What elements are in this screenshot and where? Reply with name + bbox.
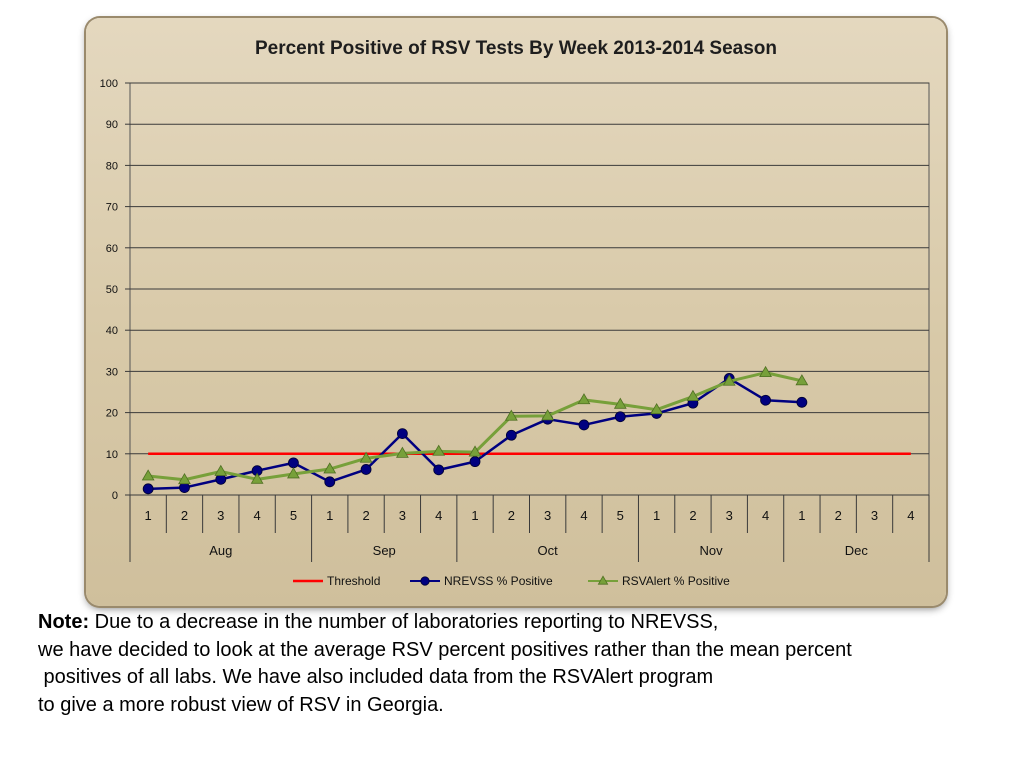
x-tick-label: 4 <box>253 508 260 523</box>
rsvalert-point <box>395 446 409 458</box>
rsvalert-point <box>250 472 264 484</box>
y-tick-label: 10 <box>106 449 118 461</box>
y-tick-label: 70 <box>106 202 118 214</box>
chart: Percent Positive of RSV Tests By Week 20… <box>100 38 930 588</box>
rsvalert-point <box>686 389 700 401</box>
rsvalert-point <box>504 409 518 421</box>
x-tick-label: 3 <box>399 508 406 523</box>
y-tick-label: 100 <box>100 78 118 90</box>
note-line-3: positives of all labs. We have also incl… <box>38 666 714 688</box>
x-tick-label: 5 <box>290 508 297 523</box>
nrevss-point <box>578 419 590 431</box>
note-line-4: to give a more robust view of RSV in Geo… <box>38 693 444 716</box>
x-tick-label: 4 <box>907 508 914 523</box>
month-label: Oct <box>538 543 559 558</box>
rsvalert-point <box>722 374 736 386</box>
x-tick-label: 2 <box>362 508 369 523</box>
rsvalert-point <box>214 464 228 476</box>
rsvalert-point <box>577 393 591 405</box>
month-label: Aug <box>209 543 232 558</box>
nrevss-point <box>614 411 626 423</box>
rsvalert-point <box>359 451 373 463</box>
legend-label: NREVSS % Positive <box>444 574 553 588</box>
y-tick-label: 60 <box>106 243 118 255</box>
month-label: Nov <box>700 543 724 558</box>
month-label: Dec <box>845 543 869 558</box>
y-tick-label: 50 <box>106 284 118 296</box>
x-tick-label: 3 <box>726 508 733 523</box>
rsvalert-point <box>759 365 772 377</box>
y-tick-label: 30 <box>106 366 118 378</box>
x-tick-label: 1 <box>798 508 805 523</box>
note-line-2: we have decided to look at the average R… <box>38 638 852 661</box>
rsvalert-point <box>178 473 191 485</box>
x-tick-label: 1 <box>653 508 660 523</box>
x-tick-label: 2 <box>835 508 842 523</box>
y-tick-label: 90 <box>106 119 118 131</box>
rsvalert-point <box>287 467 300 479</box>
nrevss-point <box>796 396 808 408</box>
y-tick-label: 40 <box>106 325 118 337</box>
note-label: Note: <box>38 611 90 633</box>
x-tick-label: 4 <box>435 508 442 523</box>
x-tick-label: 3 <box>544 508 551 523</box>
x-tick-label: 2 <box>508 508 515 523</box>
nrevss-point <box>420 576 430 586</box>
nrevss-point <box>396 428 408 440</box>
nrevss-point <box>433 464 445 476</box>
x-tick-label: 4 <box>580 508 587 523</box>
legend-item-rsvalert-positive: RSVAlert % Positive <box>588 574 730 588</box>
note-line-1-text: Due to a decrease in the number of labor… <box>89 611 719 633</box>
note-text: Note: Due to a decrease in the number of… <box>38 609 1013 719</box>
x-tick-label: 3 <box>871 508 878 523</box>
legend-label: Threshold <box>327 574 380 588</box>
nrevss-point <box>505 429 517 441</box>
rsvalert-point <box>141 469 155 481</box>
x-tick-label: 3 <box>217 508 224 523</box>
rsvalert-point <box>468 445 482 457</box>
legend-label: RSVAlert % Positive <box>622 574 730 588</box>
nrevss-point <box>324 476 336 488</box>
x-tick-label: 1 <box>145 508 152 523</box>
chart-frame: Percent Positive of RSV Tests By Week 20… <box>86 18 946 606</box>
legend-item-nrevss-positive: NREVSS % Positive <box>410 574 553 588</box>
y-tick-label: 0 <box>112 490 118 502</box>
x-tick-label: 5 <box>617 508 624 523</box>
x-tick-label: 4 <box>762 508 769 523</box>
month-label: Sep <box>373 543 396 558</box>
nrevss-positive-line <box>148 377 802 491</box>
rsvalert-point <box>597 575 609 585</box>
rsvalert-point <box>323 462 337 474</box>
rsvalert-point <box>541 409 555 421</box>
nrevss-point <box>288 457 299 469</box>
nrevss-point <box>469 456 481 468</box>
rsvalert-point <box>650 402 664 415</box>
nrevss-point <box>760 394 771 406</box>
rsvalert-point <box>432 444 446 456</box>
y-tick-label: 20 <box>106 408 118 420</box>
x-tick-label: 2 <box>181 508 188 523</box>
nrevss-point <box>142 483 154 495</box>
rsvalert-point <box>613 397 627 409</box>
x-tick-label: 1 <box>326 508 333 523</box>
x-tick-label: 1 <box>471 508 478 523</box>
nrevss-point <box>360 464 372 475</box>
x-tick-label: 2 <box>689 508 696 523</box>
y-tick-label: 80 <box>106 160 118 172</box>
rsvalert-point <box>795 374 809 386</box>
legend-item-threshold: Threshold <box>293 574 380 588</box>
chart-title: Percent Positive of RSV Tests By Week 20… <box>255 38 777 59</box>
note-line-1: Note: Due to a decrease in the number of… <box>38 609 1013 637</box>
